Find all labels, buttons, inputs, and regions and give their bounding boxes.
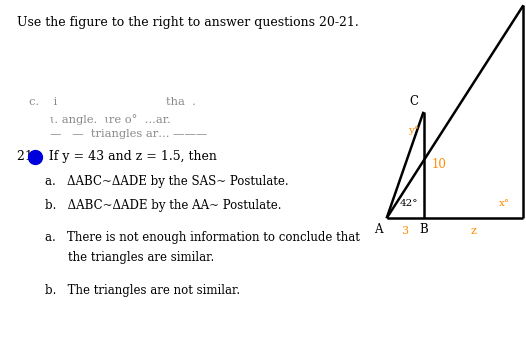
Text: b.   ΔABC~ΔADE by the AA~ Postulate.: b. ΔABC~ΔADE by the AA~ Postulate. [45,200,281,212]
Text: y°: y° [408,126,420,136]
Text: 10: 10 [431,158,446,171]
Text: —   —  triangles ar… ———: — — triangles ar… ——— [50,130,207,139]
Text: z: z [471,226,477,236]
Text: b.   The triangles are not similar.: b. The triangles are not similar. [45,284,240,297]
Text: ɩ. angle.  ɩre o°  ...ar.: ɩ. angle. ɩre o° ...ar. [50,114,171,125]
Text: a.   ΔABC~ΔADE by the SAS~ Postulate.: a. ΔABC~ΔADE by the SAS~ Postulate. [45,175,288,188]
Text: a.   There is not enough information to conclude that: a. There is not enough information to co… [45,231,360,244]
Text: c.    i                              tha  .: c. i tha . [29,97,196,107]
Text: the triangles are similar.: the triangles are similar. [68,251,215,264]
Text: x°: x° [499,199,510,208]
Text: B: B [419,224,428,237]
Text: 42°: 42° [399,199,418,208]
Text: 3: 3 [401,226,409,236]
Text: A: A [374,224,382,237]
Text: 21.   If y = 43 and z = 1.5, then: 21. If y = 43 and z = 1.5, then [17,150,217,163]
Point [31,154,39,159]
Text: Use the figure to the right to answer questions 20-21.: Use the figure to the right to answer qu… [17,16,359,29]
Text: C: C [409,95,419,108]
